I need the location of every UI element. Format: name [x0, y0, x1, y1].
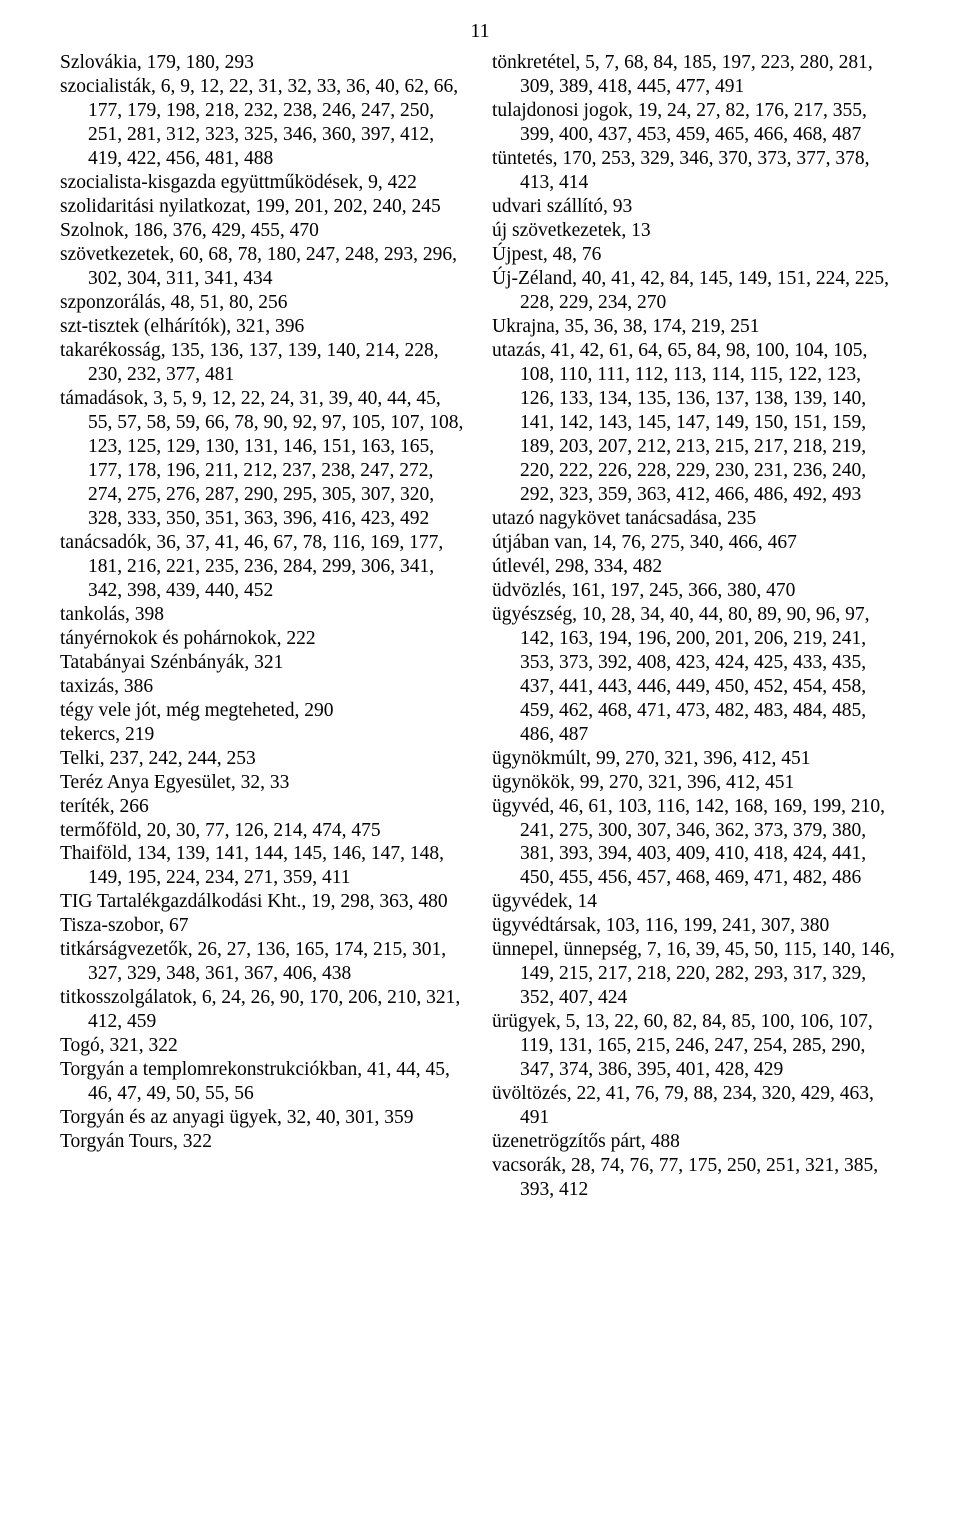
- index-entry: ünnepel, ünnepség, 7, 16, 39, 45, 50, 11…: [492, 938, 900, 1010]
- index-entry: tulajdonosi jogok, 19, 24, 27, 82, 176, …: [492, 99, 900, 147]
- index-entry: tanácsadók, 36, 37, 41, 46, 67, 78, 116,…: [60, 531, 468, 603]
- index-entry: Torgyán Tours, 322: [60, 1130, 468, 1154]
- index-entry: Torgyán és az anyagi ügyek, 32, 40, 301,…: [60, 1106, 468, 1130]
- index-entry: szponzorálás, 48, 51, 80, 256: [60, 291, 468, 315]
- index-entry: üzenetrögzítős párt, 488: [492, 1130, 900, 1154]
- left-column: Szlovákia, 179, 180, 293szocialisták, 6,…: [60, 51, 468, 1202]
- index-entry: Újpest, 48, 76: [492, 243, 900, 267]
- index-entry: takarékosság, 135, 136, 137, 139, 140, 2…: [60, 339, 468, 387]
- index-entry: üvöltözés, 22, 41, 76, 79, 88, 234, 320,…: [492, 1082, 900, 1130]
- index-entry: ügynökök, 99, 270, 321, 396, 412, 451: [492, 771, 900, 795]
- page-number: 11: [60, 20, 900, 43]
- index-entry: Telki, 237, 242, 244, 253: [60, 747, 468, 771]
- index-entry: Togó, 321, 322: [60, 1034, 468, 1058]
- index-entry: tekercs, 219: [60, 723, 468, 747]
- index-entry: szolidaritási nyilatkozat, 199, 201, 202…: [60, 195, 468, 219]
- columns-container: Szlovákia, 179, 180, 293szocialisták, 6,…: [60, 51, 900, 1202]
- index-entry: Tatabányai Szénbányák, 321: [60, 651, 468, 675]
- index-entry: Teréz Anya Egyesület, 32, 33: [60, 771, 468, 795]
- index-entry: támadások, 3, 5, 9, 12, 22, 24, 31, 39, …: [60, 387, 468, 531]
- index-entry: üdvözlés, 161, 197, 245, 366, 380, 470: [492, 579, 900, 603]
- index-entry: új szövetkezetek, 13: [492, 219, 900, 243]
- index-entry: Ukrajna, 35, 36, 38, 174, 219, 251: [492, 315, 900, 339]
- index-entry: ügyvédtársak, 103, 116, 199, 241, 307, 3…: [492, 914, 900, 938]
- index-entry: vacsorák, 28, 74, 76, 77, 175, 250, 251,…: [492, 1154, 900, 1202]
- index-entry: tüntetés, 170, 253, 329, 346, 370, 373, …: [492, 147, 900, 195]
- index-entry: titkárságvezetők, 26, 27, 136, 165, 174,…: [60, 938, 468, 986]
- index-entry: Új-Zéland, 40, 41, 42, 84, 145, 149, 151…: [492, 267, 900, 315]
- index-entry: útjában van, 14, 76, 275, 340, 466, 467: [492, 531, 900, 555]
- index-page: 11 Szlovákia, 179, 180, 293szocialisták,…: [0, 0, 960, 1242]
- index-entry: Tisza-szobor, 67: [60, 914, 468, 938]
- index-entry: útlevél, 298, 334, 482: [492, 555, 900, 579]
- right-column: tönkretétel, 5, 7, 68, 84, 185, 197, 223…: [492, 51, 900, 1202]
- index-entry: szocialisták, 6, 9, 12, 22, 31, 32, 33, …: [60, 75, 468, 171]
- index-entry: szt-tisztek (elhárítók), 321, 396: [60, 315, 468, 339]
- index-entry: TIG Tartalékgazdálkodási Kht., 19, 298, …: [60, 890, 468, 914]
- index-entry: ürügyek, 5, 13, 22, 60, 82, 84, 85, 100,…: [492, 1010, 900, 1082]
- index-entry: szövetkezetek, 60, 68, 78, 180, 247, 248…: [60, 243, 468, 291]
- index-entry: ügyvéd, 46, 61, 103, 116, 142, 168, 169,…: [492, 795, 900, 891]
- index-entry: tankolás, 398: [60, 603, 468, 627]
- index-entry: Thaiföld, 134, 139, 141, 144, 145, 146, …: [60, 842, 468, 890]
- index-entry: titkosszolgálatok, 6, 24, 26, 90, 170, 2…: [60, 986, 468, 1034]
- index-entry: taxizás, 386: [60, 675, 468, 699]
- index-entry: ügyészség, 10, 28, 34, 40, 44, 80, 89, 9…: [492, 603, 900, 747]
- index-entry: tányérnokok és pohárnokok, 222: [60, 627, 468, 651]
- index-entry: udvari szállító, 93: [492, 195, 900, 219]
- index-entry: szocialista-kisgazda együttműködések, 9,…: [60, 171, 468, 195]
- index-entry: termőföld, 20, 30, 77, 126, 214, 474, 47…: [60, 819, 468, 843]
- index-entry: utazó nagykövet tanácsadása, 235: [492, 507, 900, 531]
- index-entry: Torgyán a templomrekonstrukciókban, 41, …: [60, 1058, 468, 1106]
- index-entry: Szlovákia, 179, 180, 293: [60, 51, 468, 75]
- index-entry: tönkretétel, 5, 7, 68, 84, 185, 197, 223…: [492, 51, 900, 99]
- index-entry: utazás, 41, 42, 61, 64, 65, 84, 98, 100,…: [492, 339, 900, 507]
- index-entry: ügynökmúlt, 99, 270, 321, 396, 412, 451: [492, 747, 900, 771]
- index-entry: tégy vele jót, még megteheted, 290: [60, 699, 468, 723]
- index-entry: Szolnok, 186, 376, 429, 455, 470: [60, 219, 468, 243]
- index-entry: ügyvédek, 14: [492, 890, 900, 914]
- index-entry: teríték, 266: [60, 795, 468, 819]
